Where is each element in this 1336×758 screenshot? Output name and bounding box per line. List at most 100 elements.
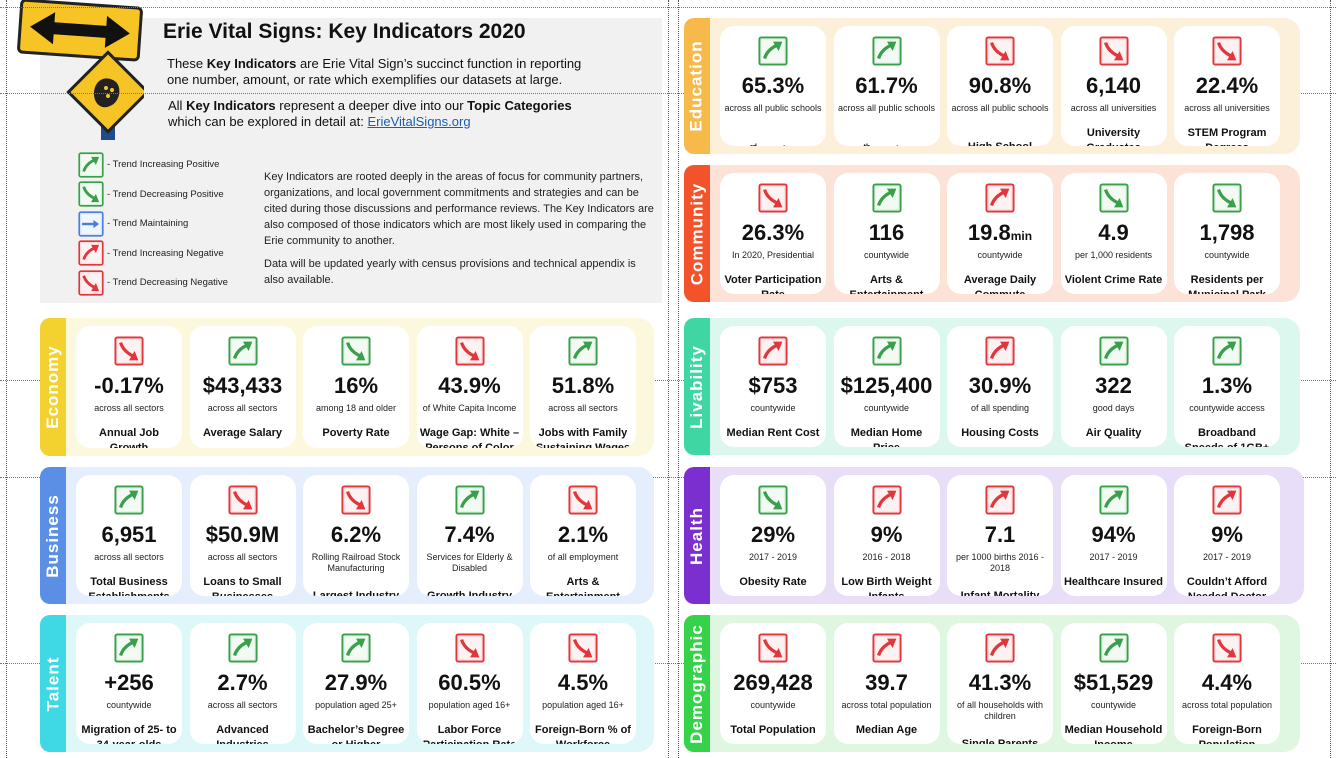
indicator-value: 269,428 <box>733 670 813 695</box>
legend-label: - Trend Increasing Negative <box>107 247 224 259</box>
indicator-name: Foreign-Born Population <box>1192 724 1262 744</box>
indicator-tile: $50.9M across all sectors Loans to Small B… <box>189 475 296 596</box>
indicator-tile: $43,433 across all sectors Average Salary <box>189 326 296 448</box>
indicator-tile: 6,951 across all sectors Total Business Es… <box>76 475 182 596</box>
trend-increasing-positive-icon <box>454 485 485 515</box>
trend-increasing-negative-icon <box>871 633 902 663</box>
indicator-tile: 41.3% of all households with children Sing… <box>947 623 1053 744</box>
legend-label: - Trend Increasing Positive <box>107 159 220 171</box>
indicator-tile: 22.4% across all universities STEM Program… <box>1174 26 1280 146</box>
indicator-subtitle: per 1000 births 2016 - 2018 <box>955 552 1045 573</box>
indicator-value: 9% <box>870 522 903 547</box>
legend-item: - Trend Increasing Positive <box>78 150 258 180</box>
indicator-tile: 90.8% across all public schools High Schoo… <box>947 26 1053 146</box>
indicator-name: Poverty Rate <box>322 427 390 439</box>
trend-increasing-negative-icon <box>758 336 788 366</box>
legend-label: - Trend Decreasing Positive <box>107 188 224 200</box>
indicator-subtitle: across all public schools <box>724 103 822 113</box>
indicator-value: $753 <box>748 373 798 398</box>
website-link[interactable]: ErieVitalSigns.org <box>367 114 471 129</box>
indicator-value: 4.5% <box>557 670 609 695</box>
indicator-tile: 61.7% across all public schools 8th Grader… <box>833 26 940 146</box>
indicator-value: 2.7% <box>217 670 268 695</box>
indicator-name: Broadband Speeds of 1GB+ <box>1185 427 1270 447</box>
indicator-subtitle: population aged 25+ <box>315 700 397 710</box>
indicator-subtitle: per 1,000 residents <box>1074 250 1153 260</box>
indicator-subtitle: countywide <box>863 403 910 413</box>
indicator-value: 1.3% <box>1201 373 1253 398</box>
indicator-tile: 4.9 per 1,000 residents Violent Crime Rate <box>1060 173 1167 294</box>
indicator-subtitle: countywide access <box>1189 403 1265 413</box>
indicator-subtitle: countywide <box>106 700 152 710</box>
indicator-name: Voter Participation Rate <box>724 274 822 294</box>
indicator-name: Jobs with Family Sustaining Wages <box>535 427 631 448</box>
indicator-tile: -0.17% across all sectors Annual Job Growt… <box>76 326 182 448</box>
trend-increasing-positive-icon <box>341 633 371 663</box>
indicator-name: Growth Industry <box>427 590 512 596</box>
indicator-name: High School Graduation Rate <box>947 140 1053 146</box>
indicator-name: Largest Industry <box>312 590 400 596</box>
intro-panel <box>40 18 662 303</box>
trend-decreasing-positive-icon <box>758 485 788 515</box>
indicator-value: 43.9% <box>438 373 501 398</box>
indicator-value: 51.8% <box>551 373 615 398</box>
indicator-subtitle: across all public schools <box>837 103 936 113</box>
trend-decreasing-negative-icon <box>568 633 598 663</box>
indicator-name: Foreign-Born % of Workforce <box>535 724 631 744</box>
trend-decreasing-positive-icon <box>78 181 104 207</box>
trend-decreasing-negative-icon <box>1212 633 1242 663</box>
indicator-tile: 39.7 across total population Median Age <box>833 623 940 744</box>
road-sign-logo <box>17 0 144 140</box>
trend-increasing-positive-icon <box>758 36 788 66</box>
trend-decreasing-negative-icon <box>227 485 258 515</box>
indicator-subtitle: across all sectors <box>207 700 278 710</box>
indicator-subtitle: across total population <box>1181 700 1273 710</box>
indicator-name: Migration of 25- to 34-year-olds <box>81 724 177 744</box>
legend-item: - Trend Decreasing Positive <box>78 180 258 210</box>
indicator-name: University Graduates <box>1086 127 1141 146</box>
trend-increasing-positive-icon <box>114 485 144 515</box>
indicator-value: 6,140 <box>1085 73 1142 98</box>
indicator-tile: 9% 2016 - 2018 Low Birth Weight Infants <box>833 475 940 596</box>
trend-decreasing-negative-icon <box>454 633 485 663</box>
trend-increasing-positive-icon <box>1212 336 1242 366</box>
indicator-subtitle: 2016 - 2018 <box>862 552 911 562</box>
trend-decreasing-negative-icon <box>1212 36 1242 66</box>
indicator-value: 30.9% <box>968 373 1032 398</box>
indicator-value: $51,529 <box>1073 670 1154 695</box>
indicator-tile: 60.5% population aged 16+ Labor Force Part… <box>416 623 523 744</box>
indicator-value: 27.9% <box>324 670 388 695</box>
indicator-tile: 7.4% Services for Elderly & Disabled Growt… <box>416 475 523 596</box>
trend-decreasing-negative-icon <box>454 336 485 366</box>
indicator-value: 7.4% <box>444 522 495 547</box>
indicator-tile: 6,140 across all universities University G… <box>1060 26 1167 146</box>
indicator-subtitle: Services for Elderly & Disabled <box>426 552 513 573</box>
category-label-livability: Livability <box>684 318 710 455</box>
indicator-name: Housing Costs <box>961 427 1039 439</box>
indicator-name: Annual Job Growth <box>99 427 159 448</box>
trend-decreasing-negative-icon <box>341 485 371 515</box>
indicator-value: 94% <box>1091 522 1136 547</box>
indicator-value: $125,400 <box>840 373 933 398</box>
indicator-value: 61.7% <box>855 73 918 98</box>
indicator-tile: $753 countywide Median Rent Cost <box>720 326 826 447</box>
indicator-subtitle: of all spending <box>970 403 1030 413</box>
indicator-subtitle: countywide <box>750 700 796 710</box>
trend-decreasing-positive-icon <box>341 336 371 366</box>
indicator-name: Bachelor’s Degree or Higher <box>307 724 405 744</box>
indicator-name: Arts & Entertainment Employment <box>546 576 620 596</box>
indicator-tile: 16% among 18 and older Poverty Rate <box>303 326 409 448</box>
trend-decreasing-negative-icon <box>114 336 144 366</box>
indicator-subtitle: 2017 - 2019 <box>748 552 798 562</box>
indicator-value: 322 <box>1095 373 1132 398</box>
indicator-tile: 2.1% of all employment Arts & Entertainmen… <box>530 475 636 596</box>
indicator-value: 7.1 <box>984 522 1016 547</box>
indicator-value: 19.8min <box>967 220 1033 245</box>
trend-decreasing-negative-icon <box>78 270 104 296</box>
indicator-subtitle: In 2020, Presidential <box>731 250 815 260</box>
trend-increasing-negative-icon <box>78 240 104 266</box>
legend-item: - Trend Decreasing Negative <box>78 268 258 298</box>
indicator-tile: 30.9% of all spending Housing Costs <box>947 326 1053 447</box>
indicator-value: +256 <box>104 670 154 695</box>
trend-increasing-negative-icon <box>985 485 1015 515</box>
